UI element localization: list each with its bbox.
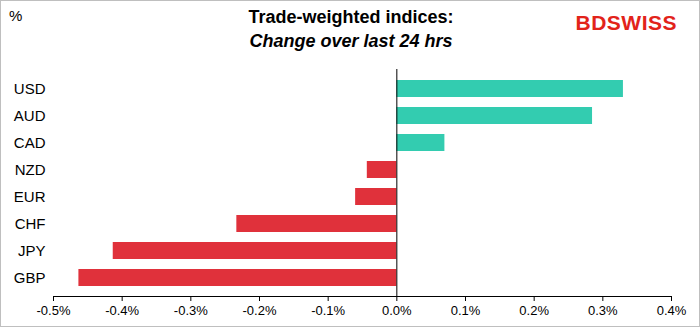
svg-text:0.4%: 0.4% xyxy=(657,303,687,318)
svg-text:-0.5%: -0.5% xyxy=(37,303,71,318)
svg-text:AUD: AUD xyxy=(14,107,46,124)
html-text:BDSWISS: BDSWISS xyxy=(575,11,677,34)
svg-text:CAD: CAD xyxy=(14,134,46,151)
svg-text:CHF: CHF xyxy=(15,215,46,232)
svg-text:0.1%: 0.1% xyxy=(451,303,481,318)
svg-text:JPY: JPY xyxy=(18,242,46,259)
svg-text:GBP: GBP xyxy=(14,269,46,286)
svg-text:-0.4%: -0.4% xyxy=(105,303,139,318)
svg-text:-0.3%: -0.3% xyxy=(174,303,208,318)
svg-text:0.3%: 0.3% xyxy=(588,303,618,318)
html-text:Change over last 24 hrs: Change over last 24 hrs xyxy=(249,31,453,51)
svg-text:-0.1%: -0.1% xyxy=(311,303,345,318)
svg-text:0.2%: 0.2% xyxy=(519,303,549,318)
svg-text:USD: USD xyxy=(14,80,46,97)
html-text:Trade-weighted indices:: Trade-weighted indices: xyxy=(248,7,454,27)
svg-text:NZD: NZD xyxy=(15,161,46,178)
svg-text:-0.2%: -0.2% xyxy=(243,303,277,318)
svg-text:0.0%: 0.0% xyxy=(382,303,412,318)
svg-text:EUR: EUR xyxy=(14,188,46,205)
